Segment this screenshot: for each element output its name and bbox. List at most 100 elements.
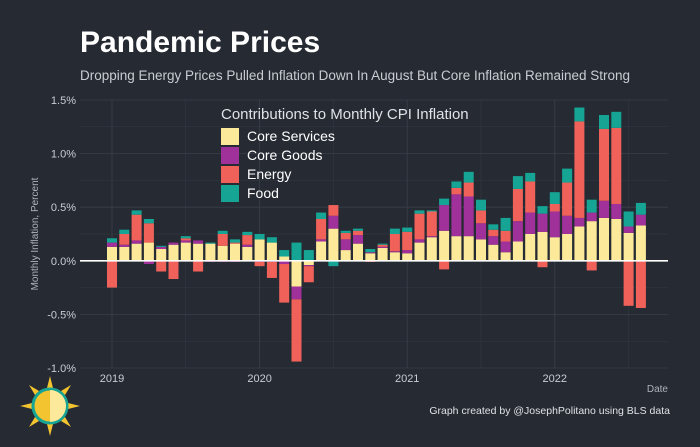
- bar-segment: [119, 246, 130, 261]
- bar-stack: [180, 236, 191, 261]
- bar-segment: [525, 172, 536, 182]
- bar-segment: [143, 218, 154, 224]
- y-axis: -1.0% -0.5% 0.0% 0.5% 1.0% 1.5%: [47, 95, 76, 375]
- bar-segment: [119, 244, 130, 247]
- bar-segment: [500, 241, 511, 253]
- bar-segment: [525, 181, 536, 213]
- bar-segment: [377, 244, 388, 247]
- bar-stack: [131, 210, 142, 261]
- bar-segment: [254, 261, 265, 267]
- bar-segment: [402, 231, 413, 251]
- bar-segment: [143, 223, 154, 243]
- bar-segment: [353, 230, 363, 236]
- bar-segment: [180, 242, 191, 261]
- bar-stack: [586, 199, 597, 271]
- bar-segment: [205, 242, 216, 244]
- bar-segment: [611, 111, 622, 128]
- bar-segment: [230, 243, 240, 261]
- bar-segment: [451, 194, 462, 237]
- bar-segment: [512, 221, 523, 242]
- bar-segment: [586, 212, 597, 222]
- bar-segment: [180, 236, 191, 239]
- bar-segment: [291, 299, 302, 362]
- bar-stack: [328, 205, 339, 267]
- bar-segment: [291, 286, 302, 300]
- bar-segment: [242, 246, 253, 261]
- bar-segment: [611, 127, 622, 204]
- bar-segment: [279, 256, 290, 261]
- bar-segment: [537, 206, 548, 214]
- legend-label: Food: [247, 185, 279, 201]
- bar-stack: [168, 242, 179, 280]
- bar-segment: [365, 249, 376, 253]
- bar-segment: [328, 228, 339, 261]
- bar-stack: [525, 172, 536, 261]
- bar-stack: [635, 202, 646, 308]
- bar-segment: [635, 225, 646, 261]
- bar-segment: [180, 240, 191, 243]
- y-tick-label: -0.5%: [47, 309, 76, 321]
- bar-stack: [217, 230, 228, 262]
- bar-segment: [463, 182, 474, 197]
- bar-segment: [414, 242, 425, 261]
- bar-stack: [389, 228, 400, 261]
- bar-segment: [340, 239, 351, 251]
- bar-stack: [119, 229, 130, 261]
- bar-segment: [230, 242, 240, 244]
- bar-segment: [340, 232, 351, 240]
- credit-text: Graph created by @JosephPolitano using B…: [429, 405, 670, 417]
- bar-segment: [562, 234, 573, 261]
- bar-stack: [549, 192, 560, 261]
- x-tick-label: 2020: [247, 373, 271, 385]
- bar-segment: [217, 234, 228, 246]
- bar-segment: [119, 229, 130, 234]
- bar-stack: [426, 210, 437, 261]
- bar-segment: [426, 237, 437, 261]
- bar-segment: [537, 260, 548, 268]
- bar-stack: [242, 231, 253, 261]
- bar-segment: [156, 245, 167, 247]
- bar-segment: [599, 115, 609, 129]
- y-axis-label: Monthly Inflation, Percent: [30, 177, 41, 290]
- bar-segment: [512, 188, 523, 222]
- bar-stack: [303, 250, 314, 283]
- bar-stack: [143, 218, 154, 265]
- bar-segment: [488, 224, 499, 230]
- bar-segment: [131, 240, 142, 244]
- bar-segment: [549, 192, 560, 204]
- bar-segment: [586, 221, 597, 261]
- bar-segment: [131, 214, 142, 241]
- bar-segment: [488, 244, 499, 261]
- bar-segment: [476, 210, 486, 224]
- bar-stack: [500, 217, 511, 261]
- bar-segment: [316, 218, 327, 240]
- bar-stack: [512, 176, 523, 261]
- bar-stack: [623, 211, 634, 306]
- bar-segment: [365, 253, 376, 261]
- bar-stack: [537, 206, 548, 268]
- bar-segment: [476, 223, 486, 240]
- bar-stack: [451, 181, 462, 261]
- sun-logo-icon: [20, 376, 80, 436]
- legend-swatch: [221, 147, 239, 164]
- bar-segment: [156, 249, 167, 261]
- bar-stack: [291, 242, 302, 362]
- bar-stack: [156, 245, 167, 272]
- legend: Core Services Core Goods Energy Food: [221, 128, 335, 202]
- bar-segment: [562, 215, 573, 234]
- bar-stack: [205, 242, 216, 262]
- bar-segment: [549, 203, 560, 212]
- bar-segment: [426, 211, 437, 237]
- bar-stack: [279, 250, 290, 303]
- bar-segment: [574, 121, 585, 218]
- bar-segment: [549, 211, 560, 238]
- bar-segment: [242, 231, 253, 236]
- legend-swatch: [221, 185, 239, 202]
- bar-segment: [586, 260, 597, 271]
- bar-segment: [107, 242, 117, 247]
- bar-segment: [389, 252, 400, 261]
- bar-stack: [193, 240, 204, 272]
- legend-swatch: [221, 166, 239, 183]
- bar-segment: [488, 229, 499, 237]
- bar-segment: [635, 214, 646, 226]
